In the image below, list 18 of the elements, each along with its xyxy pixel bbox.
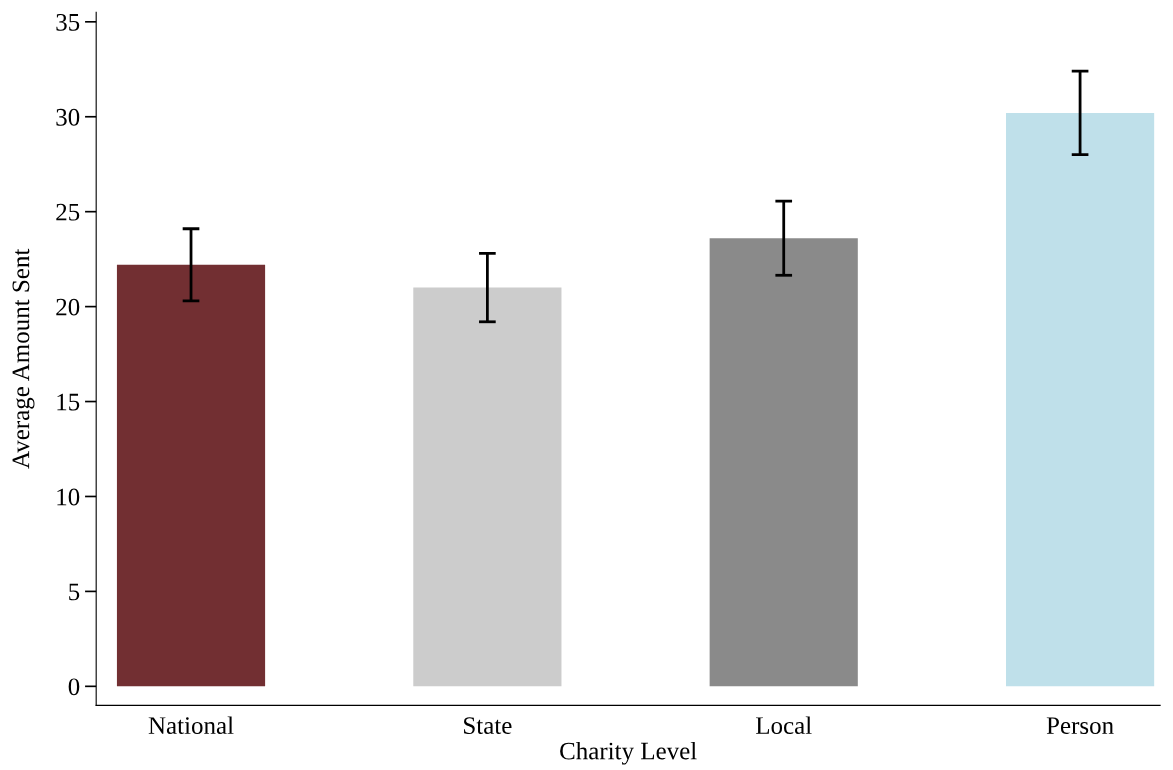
y-tick-label: 15 <box>57 393 80 411</box>
x-tick-label: State <box>464 717 512 735</box>
x-axis-title: Charity Level <box>560 741 697 765</box>
x-tick-label: Local <box>755 716 812 735</box>
y-tick-label: 35 <box>56 13 80 31</box>
bar <box>116 264 266 687</box>
x-tick-label: National <box>148 716 234 735</box>
bar <box>1005 112 1155 687</box>
bar <box>709 238 858 687</box>
y-axis-title: Average Amount Sent <box>12 248 35 469</box>
y-tick-label: 30 <box>56 108 80 126</box>
y-tick-label: 5 <box>69 583 80 601</box>
y-tick-label: 20 <box>56 298 80 316</box>
y-tick-label: 10 <box>57 488 80 506</box>
bar <box>413 287 562 687</box>
y-tick-label: 25 <box>56 203 80 221</box>
y-tick-label: 0 <box>68 678 80 696</box>
x-tick-label: Person <box>1046 717 1114 735</box>
